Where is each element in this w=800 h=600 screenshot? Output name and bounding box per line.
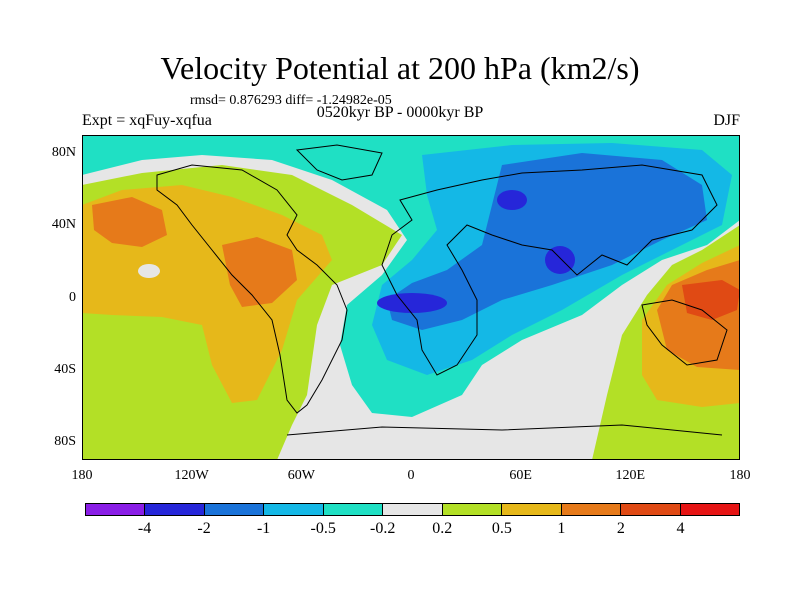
lat-tick-label: 80N xyxy=(51,145,76,161)
field-positive-strong-east xyxy=(682,280,740,320)
colorbar-tick-label: -0.2 xyxy=(370,520,396,537)
field-neutral-pocket xyxy=(138,264,160,278)
colorbar-tick-label: 4 xyxy=(676,520,685,537)
colorbar-tick-label: -0.5 xyxy=(310,520,336,537)
colorbar-tick-label: 1 xyxy=(557,520,566,537)
colorbar-cell xyxy=(383,504,443,515)
experiment-label: Expt = xqFuy-xqfua xyxy=(82,112,212,129)
stats-text: rmsd= 0.876293 diff= -1.24982e-05 xyxy=(190,93,392,108)
colorbar-cell xyxy=(204,504,265,515)
lon-tick-label: 180 xyxy=(729,468,751,483)
colorbar-tick-label: 0.2 xyxy=(432,520,453,537)
lat-tick-label: 80S xyxy=(54,433,76,449)
velocity-potential-map xyxy=(82,135,740,460)
field-negative-mid xyxy=(387,153,707,330)
lat-tick-label: 40N xyxy=(51,217,76,233)
colorbar-tick-label: -4 xyxy=(137,520,152,537)
field-positive-mid-west2 xyxy=(222,237,297,307)
colorbar-cell xyxy=(680,504,739,515)
lat-tick-label: 40S xyxy=(54,361,76,377)
field-positive-mid-west1 xyxy=(92,197,167,247)
lon-tick-label: 60E xyxy=(509,468,532,483)
colorbar-cell xyxy=(264,504,324,515)
field-negative-strong-africa xyxy=(377,293,447,313)
colorbar-tick-label: -1 xyxy=(256,520,271,537)
lon-tick-label: 120E xyxy=(615,468,646,483)
colorbar-tick-label: 2 xyxy=(616,520,625,537)
colorbar-cell xyxy=(502,504,562,515)
colorbar-cell xyxy=(442,504,503,515)
lon-tick-label: 120W xyxy=(174,468,209,483)
colorbar-tick-label: 0.5 xyxy=(491,520,512,537)
period-text: 0520kyr BP - 0000kyr BP xyxy=(316,104,484,121)
map-panel xyxy=(82,135,740,460)
lon-tick-label: 0 xyxy=(407,468,415,483)
lon-tick-label: 60W xyxy=(287,468,315,483)
colorbar-cell xyxy=(621,504,681,515)
colorbar-cell xyxy=(323,504,384,515)
field-negative-strong-india xyxy=(545,246,575,274)
coastlines xyxy=(156,144,728,436)
lon-tick-label: 180 xyxy=(71,468,93,483)
colorbar-cell xyxy=(86,504,146,515)
colorbar-tick-label: -2 xyxy=(197,520,211,537)
field-negative-strong-asia xyxy=(497,190,527,210)
lat-tick-label: 0 xyxy=(69,289,76,305)
colorbar-cell xyxy=(561,504,622,515)
map-frame xyxy=(82,135,740,460)
plot-title: Velocity Potential at 200 hPa (km2/s) xyxy=(160,50,640,86)
colorbar-cell xyxy=(145,504,205,515)
season-label: DJF xyxy=(713,112,740,129)
colorbar xyxy=(85,503,740,516)
